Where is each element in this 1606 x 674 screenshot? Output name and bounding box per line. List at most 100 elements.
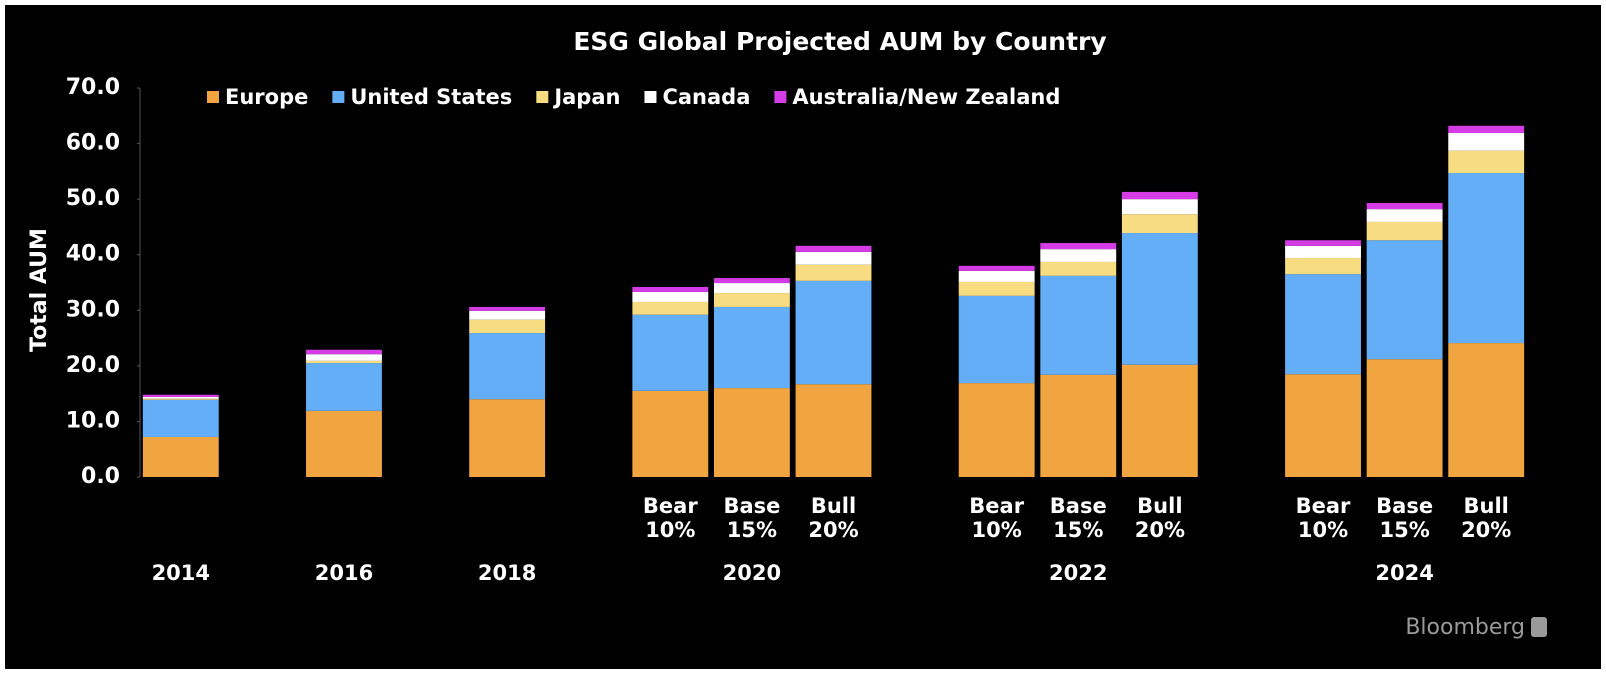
bar-segment [632,301,709,315]
legend-label: United States [350,85,512,109]
bar-segment [1448,133,1525,151]
bar-segment [632,314,709,391]
y-tick-label: 40.0 [66,242,120,267]
x-tick-label: 15% [1053,518,1103,542]
bar-segment [713,388,790,477]
bar-segment [1040,249,1117,262]
bar-segment [142,394,219,397]
x-tick-label: 10% [1298,518,1348,542]
bar-segment [713,293,790,307]
legend-label: Canada [662,85,750,109]
bar-segment [1366,221,1443,241]
bar-segment [142,436,219,477]
x-tick-label: 15% [1379,518,1429,542]
bar-segment [958,265,1035,271]
bar-segment [713,278,790,284]
x-tick-label: Base [723,494,780,518]
bar-segment [1121,233,1198,365]
y-tick-label: 20.0 [66,353,120,378]
bar-segment [1448,343,1525,477]
bar-segment [1040,374,1117,477]
bar-segment [1121,364,1198,477]
bar-segment [306,354,382,361]
bar-segment [795,245,872,252]
bar-segment [1121,214,1198,234]
y-tick-label: 0.0 [81,464,120,489]
bar-segment [469,399,546,477]
source: Bloomberg [1405,615,1525,640]
y-tick-label: 10.0 [66,408,120,433]
bar-segment [306,349,382,355]
logo-icon [1531,617,1547,637]
bar-segment [1366,209,1443,222]
bar-segment [958,295,1035,384]
bar-segment [1448,125,1525,134]
bar-segment [958,270,1035,282]
y-tick-label: 60.0 [66,131,120,156]
y-tick-label: 50.0 [66,186,120,211]
bar-segment [713,306,790,389]
bar-segment [1448,150,1525,174]
bar-segment [1285,240,1361,246]
bar-segment [1121,199,1198,215]
x-tick-label: 20% [1135,518,1185,542]
bar-segment [1040,275,1117,375]
group-label: 2024 [1375,561,1433,585]
bar-segment [469,310,546,320]
group-label: 2014 [152,561,210,585]
x-tick-label: Bull [1464,494,1509,518]
bar-segment [1285,274,1361,375]
x-tick-label: Bear [1296,494,1351,518]
bar-segment [1285,374,1361,477]
bar-segment [306,360,382,364]
legend-swatch [207,91,219,103]
bar-segment [142,396,219,399]
x-tick-label: 20% [808,518,858,542]
bar-segment [632,286,709,292]
bar-segment [469,333,546,400]
bar-segment [142,399,219,437]
bar-segment [632,291,709,302]
y-axis-label: Total AUM [27,228,52,352]
legend-swatch [332,91,345,103]
legend-label: Australia/New Zealand [792,85,1060,109]
bar-segment [713,283,790,294]
x-tick-label: 15% [727,518,777,542]
group-label: 2018 [478,561,536,585]
bar-segment [142,398,219,400]
bar-segment [1040,243,1117,250]
bar-segment [795,251,872,265]
y-tick-label: 70.0 [66,75,120,100]
bar-segment [1285,245,1361,259]
group-label: 2022 [1049,561,1107,585]
bar-segment [632,390,709,477]
bar-segment [958,281,1035,296]
bar-segment [1121,191,1198,200]
legend-swatch [774,91,787,103]
bar-segment [795,384,872,477]
x-tick-label: 20% [1461,518,1511,542]
bar-segment [469,306,546,311]
group-label: 2020 [723,561,781,585]
x-tick-label: Bear [969,494,1024,518]
x-tick-label: Base [1376,494,1433,518]
bar-segment [1040,261,1117,276]
x-tick-label: Bull [811,494,856,518]
group-label: 2016 [315,561,373,585]
bar-segment [1285,258,1361,275]
x-tick-label: 10% [972,518,1022,542]
chart-title: ESG Global Projected AUM by Country [573,27,1106,56]
bar-segment [306,363,382,411]
bar-segment [1366,359,1443,477]
bar-segment [306,410,382,477]
legend-label: Japan [552,85,620,109]
x-tick-label: Bear [643,494,698,518]
y-tick-label: 30.0 [66,297,120,322]
bar-segment [1448,173,1525,344]
bar-segment [469,319,546,334]
x-tick-label: 10% [645,518,695,542]
bar-segment [1366,203,1443,210]
x-tick-label: Base [1050,494,1107,518]
